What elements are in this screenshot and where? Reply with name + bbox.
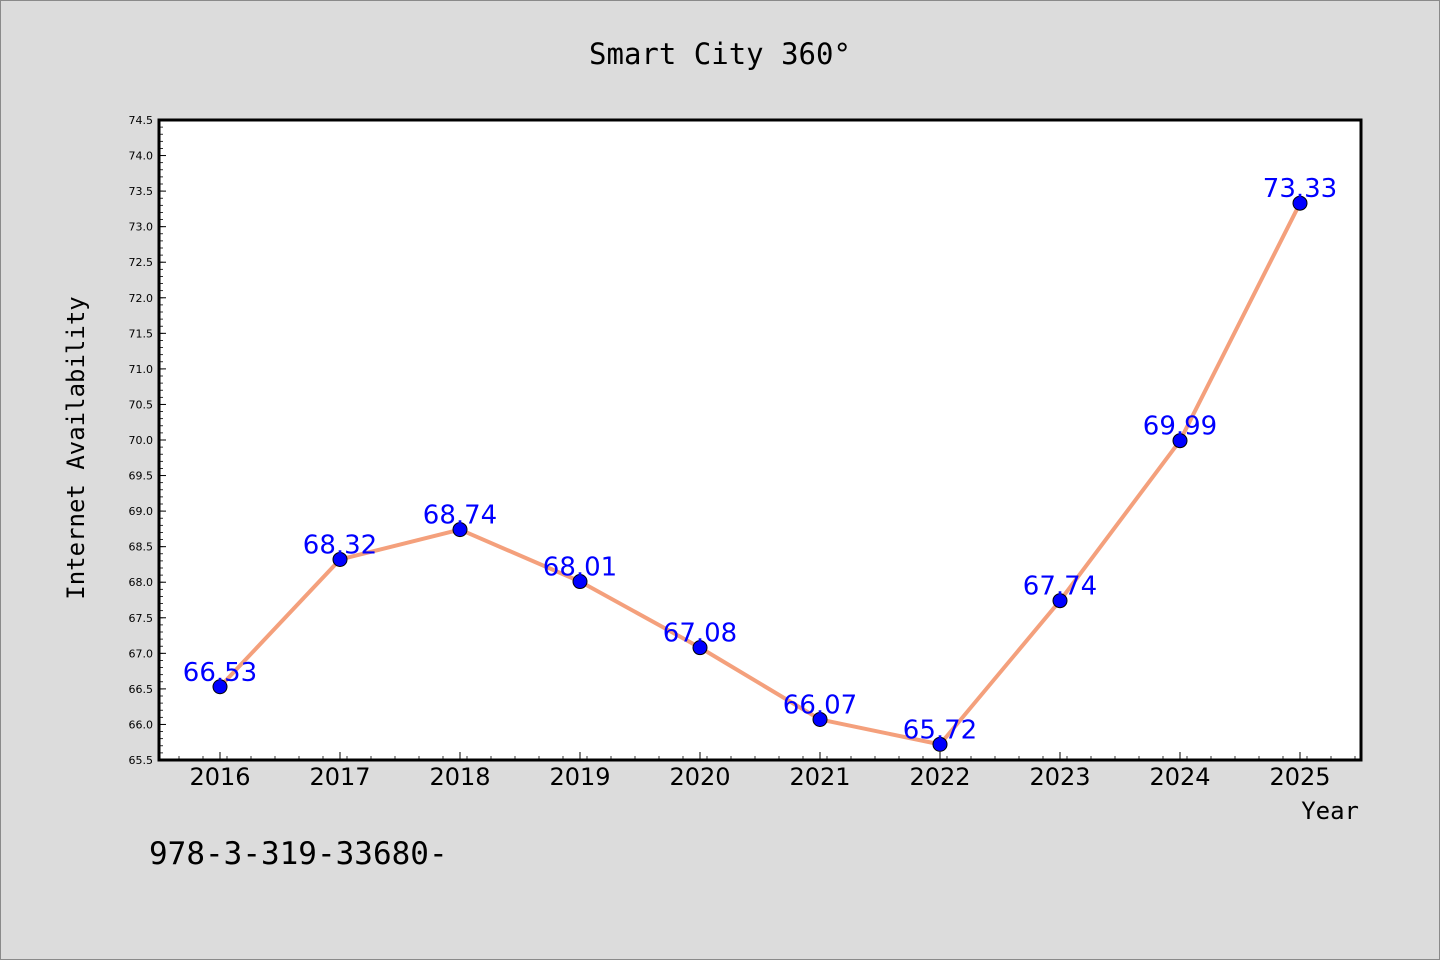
data-point (1172, 433, 1188, 449)
x-tick-label: 2023 (1029, 763, 1090, 791)
y-tick-label: 69.5 (129, 470, 154, 483)
data-point (572, 574, 588, 590)
data-label: 68.01 (543, 553, 617, 583)
x-tick-label: 2025 (1269, 763, 1330, 791)
data-point (692, 640, 708, 656)
x-tick-label: 2021 (789, 763, 850, 791)
y-tick-label: 70.0 (129, 434, 154, 447)
data-point (812, 711, 828, 727)
x-tick-label: 2019 (549, 763, 610, 791)
data-point (332, 551, 348, 567)
x-tick-label: 2018 (429, 763, 490, 791)
y-tick-label: 66.5 (129, 683, 154, 696)
y-axis-label: Internet Availability (62, 296, 90, 599)
data-label: 66.53 (183, 658, 257, 688)
y-tick-label: 65.5 (129, 754, 154, 767)
plot-area (159, 120, 1361, 760)
x-axis: 2016 2017 2018 2019 2020 2021 2022 2023 2024 2025 (178, 752, 1356, 791)
y-axis: 65.5 66.0 66.5 67.0 67.5 68.0 68.5 69.0 69.5 70.0… (129, 114, 166, 767)
data-point (932, 736, 948, 752)
data-point (1052, 593, 1068, 609)
x-tick-label: 2016 (189, 763, 250, 791)
x-axis-label: Year (1301, 797, 1359, 825)
y-tick-label: 66.0 (129, 718, 154, 731)
y-tick-label: 71.5 (129, 327, 154, 340)
y-tick-label: 69.0 (129, 505, 154, 518)
y-tick-label: 72.0 (129, 292, 154, 305)
y-tick-label: 73.5 (129, 185, 154, 198)
y-tick-label: 71.0 (129, 363, 154, 376)
data-label: 67.08 (663, 619, 737, 649)
data-label: 73.33 (1263, 174, 1337, 204)
data-label: 65.72 (903, 715, 977, 745)
y-tick-label: 70.5 (129, 398, 154, 411)
y-tick-label: 68.5 (129, 541, 154, 554)
y-tick-label: 67.0 (129, 647, 154, 660)
series-group: 66.53 68.32 68.74 68.01 67.08 66.07 65.72 67.74… (183, 174, 1337, 752)
chart-title: Smart City 360° (589, 37, 851, 71)
data-label: 66.07 (783, 690, 857, 720)
annotation-text: 978-3-319-33680- (149, 836, 448, 872)
data-label: 69.99 (1143, 412, 1217, 442)
x-tick-label: 2020 (669, 763, 730, 791)
y-tick-label: 67.5 (129, 612, 154, 625)
data-label: 68.32 (303, 530, 377, 560)
y-tick-label: 74.0 (129, 150, 154, 163)
x-tick-label: 2017 (309, 763, 370, 791)
data-point (212, 679, 228, 695)
data-label: 67.74 (1023, 572, 1097, 602)
data-point (452, 522, 468, 538)
data-point (1292, 195, 1308, 211)
series-line (218, 201, 1302, 747)
y-tick-label: 68.0 (129, 576, 154, 589)
data-label: 68.74 (423, 501, 497, 531)
x-tick-label: 2022 (909, 763, 970, 791)
y-tick-label: 73.0 (129, 221, 154, 234)
x-tick-label: 2024 (1149, 763, 1210, 791)
y-tick-label: 74.5 (129, 114, 154, 127)
plot-border (157, 118, 1363, 762)
y-tick-label: 72.5 (129, 256, 154, 269)
